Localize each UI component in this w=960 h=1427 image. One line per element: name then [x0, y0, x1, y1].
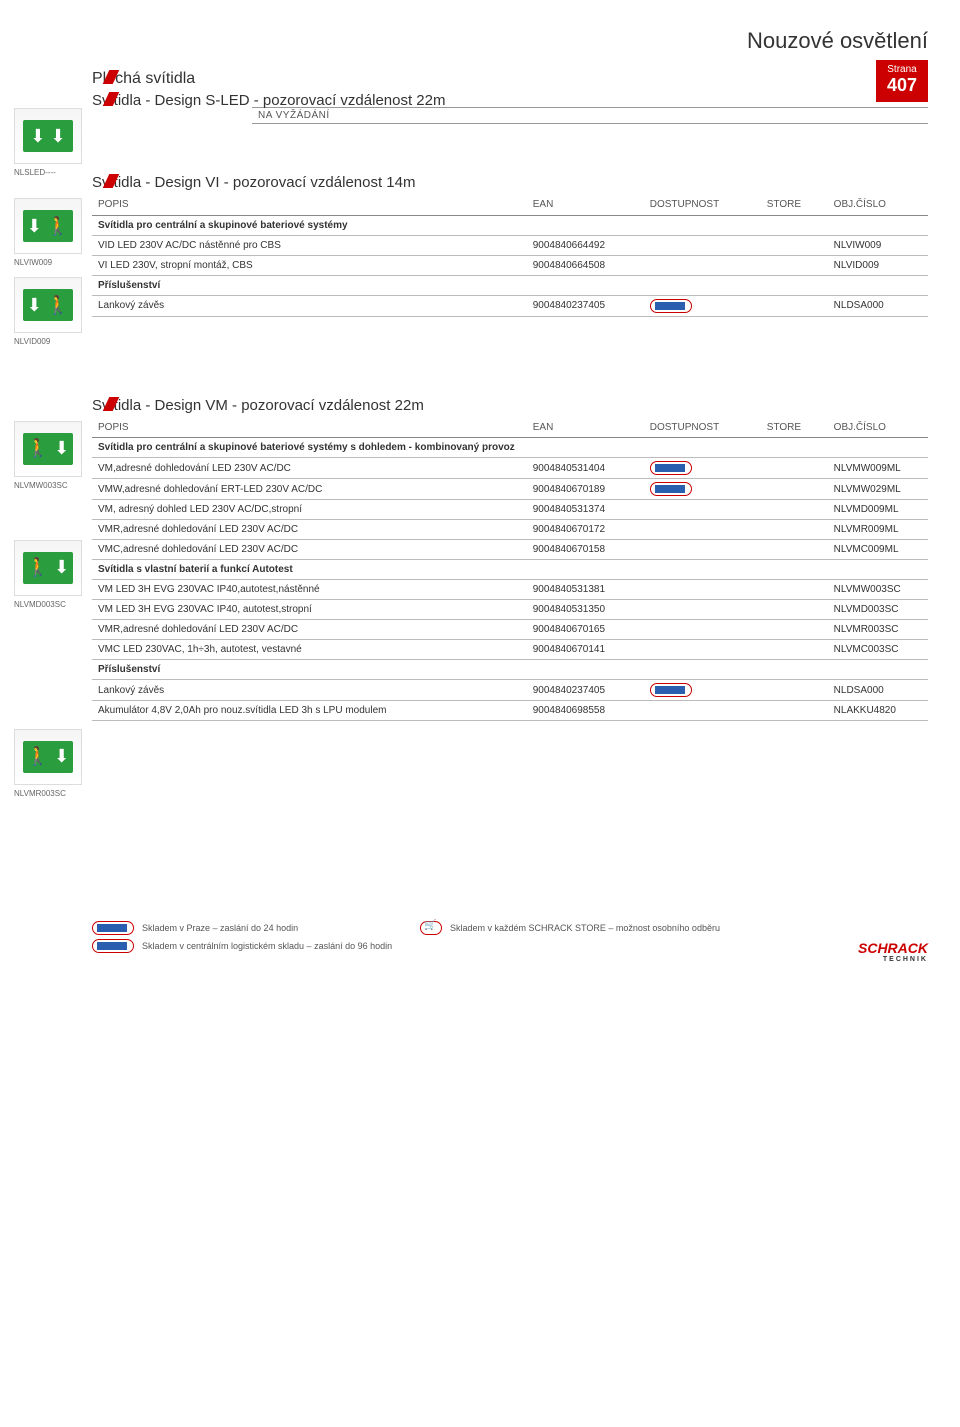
table-row: VMC LED 230VAC, 1h÷3h, autotest, vestavn… [92, 640, 928, 660]
table-row: VMR,adresné dohledování LED 230V AC/DC90… [92, 620, 928, 640]
table-row: VMC,adresné dohledování LED 230V AC/DC90… [92, 540, 928, 560]
table-row: Lankový závěs9004840237405NLDSA000 [92, 680, 928, 701]
heading-vi: Svítidla - Design VI - pozorovací vzdále… [92, 174, 928, 191]
table-row: VID LED 230V AC/DC nástěnné pro CBS90048… [92, 235, 928, 255]
col-popis: POPIS [92, 418, 527, 438]
table-vm: POPIS EAN DOSTUPNOST STORE OBJ.ČÍSLO Sví… [92, 418, 928, 722]
col-popis: POPIS [92, 195, 527, 215]
thumb-vi-1-label: NLVIW009 [14, 258, 84, 267]
col-obj: OBJ.ČÍSLO [828, 195, 928, 215]
table-row: VM LED 3H EVG 230VAC IP40,autotest,nástě… [92, 580, 928, 600]
col-store: STORE [761, 418, 828, 438]
col-ean: EAN [527, 418, 644, 438]
truck-icon [92, 921, 134, 935]
truck-icon [92, 939, 134, 953]
table-row: VM,adresné dohledování LED 230V AC/DC900… [92, 458, 928, 479]
thumb-vm-3: 🚶 ⬇ [14, 729, 82, 785]
table-row: VM, adresný dohled LED 230V AC/DC,stropn… [92, 500, 928, 520]
thumb-vi-2-label: NLVID009 [14, 337, 84, 346]
col-obj: OBJ.ČÍSLO [828, 418, 928, 438]
table-row: VM LED 3H EVG 230VAC IP40, autotest,stro… [92, 600, 928, 620]
footer: Skladem v Praze – zaslání do 24 hodin Sk… [0, 921, 960, 977]
schrack-logo: SCHRACK TECHNIK [858, 940, 928, 963]
table-vi: POPIS EAN DOSTUPNOST STORE OBJ.ČÍSLO Sví… [92, 195, 928, 317]
section-sled: Plochá svítidla Svítidla - Design S-LED … [92, 70, 928, 124]
col-store: STORE [761, 195, 828, 215]
table-row: VMW,adresné dohledování ERT-LED 230V AC/… [92, 479, 928, 500]
brand-title: Nouzové osvětlení [92, 28, 928, 54]
thumb-vm-3-label: NLVMR003SC [14, 789, 84, 798]
table-row: Lankový závěs9004840237405NLDSA000 [92, 295, 928, 316]
heading-sled: Svítidla - Design S-LED - pozorovací vzd… [92, 92, 928, 109]
cart-icon [420, 921, 442, 935]
group-row: Příslušenství [92, 275, 928, 295]
table-row: VI LED 230V, stropní montáž, CBS90048406… [92, 255, 928, 275]
thumb-vm-2-label: NLVMD003SC [14, 600, 84, 609]
truck-icon [650, 299, 692, 313]
col-ean: EAN [527, 195, 644, 215]
truck-icon [650, 461, 692, 475]
footer-line-2: Skladem v centrálním logistickém skladu … [142, 941, 392, 951]
thumb-code: NLSLED---- [14, 168, 84, 177]
table-row: VMR,adresné dohledování LED 230V AC/DC90… [92, 520, 928, 540]
table-row: Akumulátor 4,8V 2,0Ah pro nouz.svítidla … [92, 701, 928, 721]
truck-icon [650, 482, 692, 496]
group-row: Příslušenství [92, 660, 928, 680]
table-header-row: POPIS EAN DOSTUPNOST STORE OBJ.ČÍSLO [92, 418, 928, 438]
col-dost: DOSTUPNOST [644, 195, 761, 215]
footer-line-3: Skladem v každém SCHRACK STORE – možnost… [450, 923, 720, 933]
thumb-sled: ⬇ ⬇ [14, 108, 82, 164]
group-row: Svítidla pro centrální a skupinové bater… [92, 215, 928, 235]
thumb-vm-1: 🚶 ⬇ [14, 421, 82, 477]
table-header-row: POPIS EAN DOSTUPNOST STORE OBJ.ČÍSLO [92, 195, 928, 215]
group-row: Svítidla pro centrální a skupinové bater… [92, 438, 928, 458]
heading-plocha: Plochá svítidla [92, 70, 928, 88]
thumb-vm-1-label: NLVMW003SC [14, 481, 84, 490]
section-vm: Svítidla - Design VM - pozorovací vzdále… [92, 397, 928, 722]
thumb-vi-1: ⬇ 🚶 [14, 198, 82, 254]
na-vyzadani: NA VYŽÁDÁNÍ [252, 107, 928, 124]
thumb-vi-2: ⬇ 🚶 [14, 277, 82, 333]
col-dost: DOSTUPNOST [644, 418, 761, 438]
truck-icon [650, 683, 692, 697]
heading-vm: Svítidla - Design VM - pozorovací vzdále… [92, 397, 928, 414]
thumb-vm-2: 🚶 ⬇ [14, 540, 82, 596]
group-row: Svítidla s vlastní baterií a funkcí Auto… [92, 560, 928, 580]
section-vi: Svítidla - Design VI - pozorovací vzdále… [92, 174, 928, 317]
footer-line-1: Skladem v Praze – zaslání do 24 hodin [142, 923, 298, 933]
